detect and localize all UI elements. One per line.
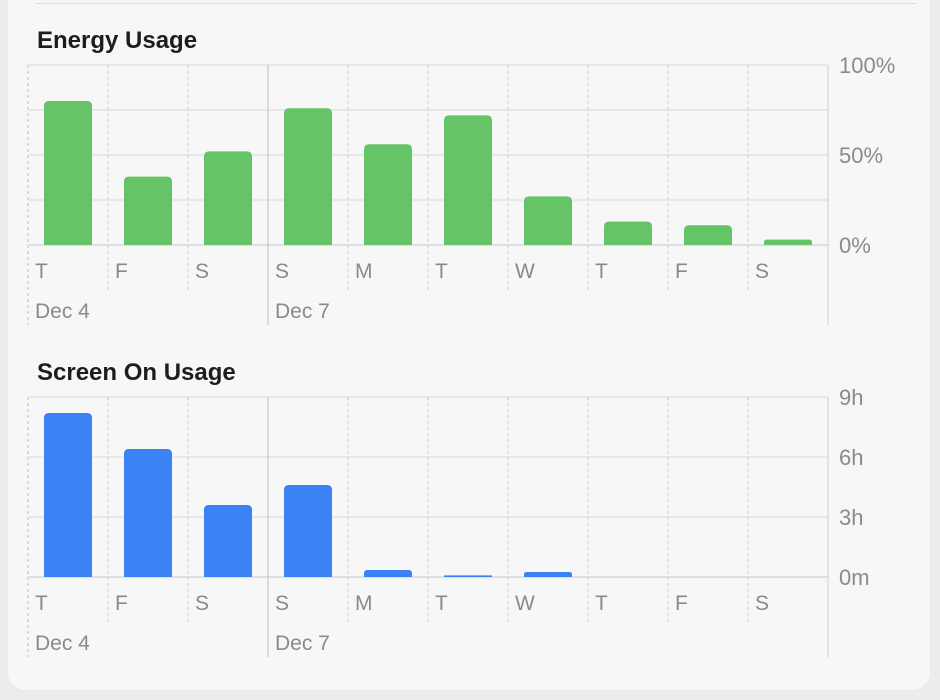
screen-date-label: Dec 4: [35, 632, 90, 655]
energy-day-label: T: [435, 260, 448, 283]
screen-day-label: T: [35, 592, 48, 615]
energy-bar[interactable]: [444, 115, 492, 246]
screen-on-usage-chart[interactable]: T F S S M T W T F S Dec 4 Dec 7 0m 3h 6h 9h: [8, 385, 930, 672]
energy-bar[interactable]: [364, 144, 412, 245]
energy-bar[interactable]: [764, 239, 812, 245]
screen-day-label: F: [675, 592, 688, 615]
screen-day-label: T: [595, 592, 608, 615]
energy-day-label: F: [675, 260, 688, 283]
screen-day-label: S: [275, 592, 289, 615]
screen-day-label: W: [515, 592, 535, 615]
screen-bar[interactable]: [204, 505, 252, 577]
screen-bar[interactable]: [524, 572, 572, 577]
divider: [36, 3, 916, 4]
screen-day-label: S: [195, 592, 209, 615]
energy-day-label: W: [515, 260, 535, 283]
energy-bar[interactable]: [204, 151, 252, 245]
battery-usage-card: Energy Usage T F S S M T W T F S Dec 4 Dec 7 0% 50% 10…: [8, 0, 930, 690]
energy-bar[interactable]: [284, 108, 332, 245]
energy-day-label: S: [275, 260, 289, 283]
screen-day-label: S: [755, 592, 769, 615]
screen-bar[interactable]: [124, 449, 172, 577]
screen-bar[interactable]: [44, 413, 92, 577]
energy-day-label: M: [355, 260, 373, 283]
screen-y-tick-label: 6h: [839, 445, 863, 470]
screen-date-label: Dec 7: [275, 632, 330, 655]
screen-bar[interactable]: [444, 575, 492, 577]
energy-date-label: Dec 7: [275, 300, 330, 323]
energy-bar[interactable]: [44, 101, 92, 245]
energy-bar[interactable]: [684, 225, 732, 245]
energy-y-tick-label: 0%: [839, 233, 871, 258]
screen-day-label: F: [115, 592, 128, 615]
screen-y-tick-label: 3h: [839, 505, 863, 530]
energy-usage-chart[interactable]: T F S S M T W T F S Dec 4 Dec 7 0% 50% 100%: [8, 53, 930, 340]
energy-y-tick-label: 100%: [839, 53, 895, 78]
energy-y-tick-label: 50%: [839, 143, 883, 168]
energy-day-label: S: [195, 260, 209, 283]
energy-day-label: T: [595, 260, 608, 283]
screen-on-usage-title: Screen On Usage: [37, 359, 236, 386]
energy-bar[interactable]: [604, 221, 652, 245]
energy-date-label: Dec 4: [35, 300, 90, 323]
screen-day-label: M: [355, 592, 373, 615]
energy-bar[interactable]: [124, 176, 172, 245]
energy-bar[interactable]: [524, 196, 572, 245]
energy-usage-title: Energy Usage: [37, 27, 198, 54]
screen-bar[interactable]: [284, 485, 332, 577]
screen-day-label: T: [435, 592, 448, 615]
energy-day-label: S: [755, 260, 769, 283]
energy-day-label: F: [115, 260, 128, 283]
energy-day-label: T: [35, 260, 48, 283]
screen-bar[interactable]: [364, 570, 412, 577]
screen-y-tick-label: 0m: [839, 565, 870, 590]
screen-y-tick-label: 9h: [839, 385, 863, 410]
